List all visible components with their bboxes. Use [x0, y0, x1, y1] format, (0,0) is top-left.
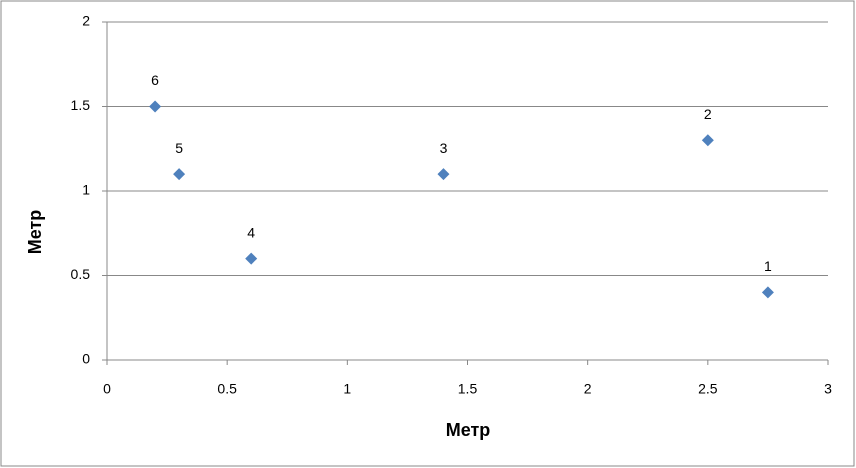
- marker: [761, 286, 774, 299]
- marker: [701, 134, 714, 147]
- point-label: 1: [764, 258, 772, 274]
- x-axis-title: Метр: [446, 420, 491, 440]
- y-axis-title: Метр: [25, 210, 45, 255]
- point-label: 6: [151, 72, 159, 88]
- y-tick-label: 0: [82, 351, 90, 367]
- y-tick-label: 0.5: [71, 266, 91, 282]
- marker: [173, 168, 186, 181]
- point-label: 2: [704, 106, 712, 122]
- y-tick-label: 1.5: [71, 97, 91, 113]
- x-tick-label: 2: [584, 381, 592, 397]
- x-tick-label: 1: [343, 381, 351, 397]
- marker: [245, 252, 258, 265]
- x-tick-label: 2.5: [698, 381, 718, 397]
- marker: [437, 168, 450, 181]
- y-tick-label: 1: [82, 182, 90, 198]
- x-tick-label: 3: [824, 381, 832, 397]
- x-tick-label: 0: [103, 381, 111, 397]
- point-label: 4: [247, 224, 255, 240]
- x-tick-label: 1.5: [458, 381, 478, 397]
- point-label: 5: [175, 140, 183, 156]
- marker: [149, 100, 162, 113]
- y-tick-label: 2: [82, 13, 90, 29]
- x-tick-label: 0.5: [217, 381, 237, 397]
- point-label: 3: [440, 140, 448, 156]
